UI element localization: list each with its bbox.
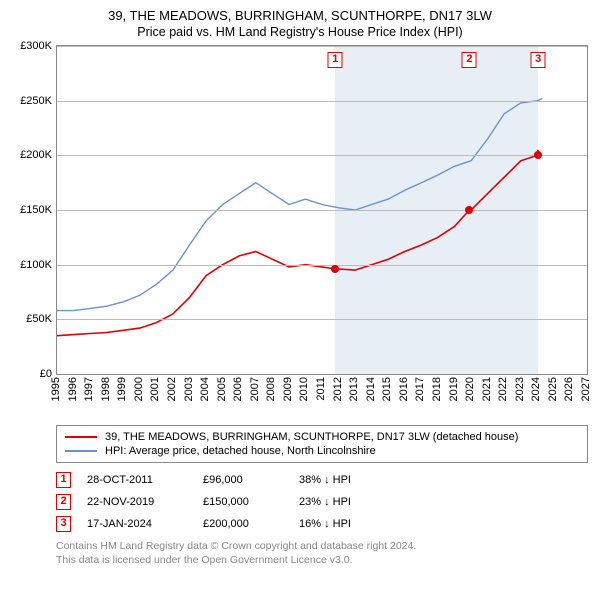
series-line bbox=[57, 99, 542, 311]
x-tick-label: 1997 bbox=[83, 377, 95, 401]
plot-area: 1 2 3 bbox=[56, 45, 588, 375]
x-tick-label: 2023 bbox=[514, 377, 526, 401]
gridline bbox=[57, 101, 587, 102]
x-tick-label: 2001 bbox=[149, 377, 161, 401]
event-price: £200,000 bbox=[203, 518, 283, 530]
price-point bbox=[331, 265, 339, 273]
event-pct: 23% ↓ HPI bbox=[299, 496, 588, 508]
event-price: £150,000 bbox=[203, 496, 283, 508]
chart-titles: 39, THE MEADOWS, BURRINGHAM, SCUNTHORPE,… bbox=[12, 8, 588, 39]
y-tick-label: £200K bbox=[20, 149, 52, 161]
x-tick-label: 2027 bbox=[580, 377, 592, 401]
y-tick-label: £100K bbox=[20, 259, 52, 271]
legend-swatch bbox=[65, 436, 97, 438]
event-marker-box: 3 bbox=[56, 516, 71, 532]
x-tick-label: 1996 bbox=[67, 377, 79, 401]
x-tick-label: 2013 bbox=[348, 377, 360, 401]
marker-flag: 2 bbox=[462, 52, 477, 68]
x-tick-label: 1998 bbox=[100, 377, 112, 401]
x-tick-label: 2008 bbox=[265, 377, 277, 401]
y-tick-label: £300K bbox=[20, 40, 52, 52]
x-tick-label: 2010 bbox=[298, 377, 310, 401]
gridline bbox=[57, 46, 587, 47]
price-point bbox=[534, 151, 542, 159]
event-row: 3 17-JAN-2024 £200,000 16% ↓ HPI bbox=[56, 513, 588, 535]
footer-line1: Contains HM Land Registry data © Crown c… bbox=[56, 539, 588, 553]
x-tick-label: 2004 bbox=[199, 377, 211, 401]
y-tick-label: £50K bbox=[26, 313, 52, 325]
x-tick-label: 2025 bbox=[547, 377, 559, 401]
x-tick-label: 2014 bbox=[365, 377, 377, 401]
x-axis-labels: 1995199619971998199920002001200220032004… bbox=[56, 375, 588, 419]
x-tick-label: 2012 bbox=[332, 377, 344, 401]
x-tick-label: 2024 bbox=[530, 377, 542, 401]
legend-swatch bbox=[65, 450, 97, 452]
x-tick-label: 2003 bbox=[183, 377, 195, 401]
x-tick-label: 2015 bbox=[381, 377, 393, 401]
y-axis-labels: £0£50K£100K£150K£200K£250K£300K bbox=[12, 45, 56, 375]
event-row: 1 28-OCT-2011 £96,000 38% ↓ HPI bbox=[56, 469, 588, 491]
footer-attribution: Contains HM Land Registry data © Crown c… bbox=[56, 539, 588, 567]
x-tick-label: 2002 bbox=[166, 377, 178, 401]
chart-container: 39, THE MEADOWS, BURRINGHAM, SCUNTHORPE,… bbox=[0, 0, 600, 590]
legend-label: HPI: Average price, detached house, Nort… bbox=[105, 445, 376, 457]
event-date: 17-JAN-2024 bbox=[87, 518, 187, 530]
chart-area: £0£50K£100K£150K£200K£250K£300K 123 bbox=[12, 45, 588, 375]
x-tick-label: 2016 bbox=[398, 377, 410, 401]
events-table: 1 28-OCT-2011 £96,000 38% ↓ HPI 2 22-NOV-2019… bbox=[56, 469, 588, 535]
event-date: 28-OCT-2011 bbox=[87, 474, 187, 486]
event-date: 22-NOV-2019 bbox=[87, 496, 187, 508]
event-marker-box: 2 bbox=[56, 494, 71, 510]
title-subtitle: Price paid vs. HM Land Registry's House … bbox=[12, 25, 588, 39]
gridline bbox=[57, 210, 587, 211]
y-tick-label: £150K bbox=[20, 204, 52, 216]
gridline bbox=[57, 155, 587, 156]
title-address: 39, THE MEADOWS, BURRINGHAM, SCUNTHORPE,… bbox=[12, 8, 588, 23]
legend-row: 39, THE MEADOWS, BURRINGHAM, SCUNTHORPE,… bbox=[65, 430, 579, 444]
x-tick-label: 2011 bbox=[315, 377, 327, 401]
x-tick-label: 1999 bbox=[116, 377, 128, 401]
legend-row: HPI: Average price, detached house, Nort… bbox=[65, 444, 579, 458]
series-line bbox=[57, 150, 538, 336]
footer-line2: This data is licensed under the Open Gov… bbox=[56, 553, 588, 567]
x-tick-label: 2006 bbox=[232, 377, 244, 401]
x-tick-label: 1995 bbox=[50, 377, 62, 401]
legend: 39, THE MEADOWS, BURRINGHAM, SCUNTHORPE,… bbox=[56, 425, 588, 463]
event-marker-box: 1 bbox=[56, 472, 71, 488]
x-tick-label: 2007 bbox=[249, 377, 261, 401]
legend-label: 39, THE MEADOWS, BURRINGHAM, SCUNTHORPE,… bbox=[105, 431, 518, 443]
gridline bbox=[57, 319, 587, 320]
x-tick-label: 2020 bbox=[464, 377, 476, 401]
x-tick-label: 2009 bbox=[282, 377, 294, 401]
gridline bbox=[57, 265, 587, 266]
x-tick-label: 2018 bbox=[431, 377, 443, 401]
marker-flag: 3 bbox=[531, 52, 546, 68]
event-pct: 16% ↓ HPI bbox=[299, 518, 588, 530]
event-row: 2 22-NOV-2019 £150,000 23% ↓ HPI bbox=[56, 491, 588, 513]
x-tick-label: 2021 bbox=[481, 377, 493, 401]
event-pct: 38% ↓ HPI bbox=[299, 474, 588, 486]
x-tick-label: 2000 bbox=[133, 377, 145, 401]
y-tick-label: £250K bbox=[20, 95, 52, 107]
marker-flag: 1 bbox=[328, 52, 343, 68]
x-tick-label: 2019 bbox=[448, 377, 460, 401]
x-tick-label: 2017 bbox=[414, 377, 426, 401]
event-price: £96,000 bbox=[203, 474, 283, 486]
price-point bbox=[465, 206, 473, 214]
x-tick-label: 2026 bbox=[563, 377, 575, 401]
x-tick-label: 2022 bbox=[497, 377, 509, 401]
x-tick-label: 2005 bbox=[216, 377, 228, 401]
